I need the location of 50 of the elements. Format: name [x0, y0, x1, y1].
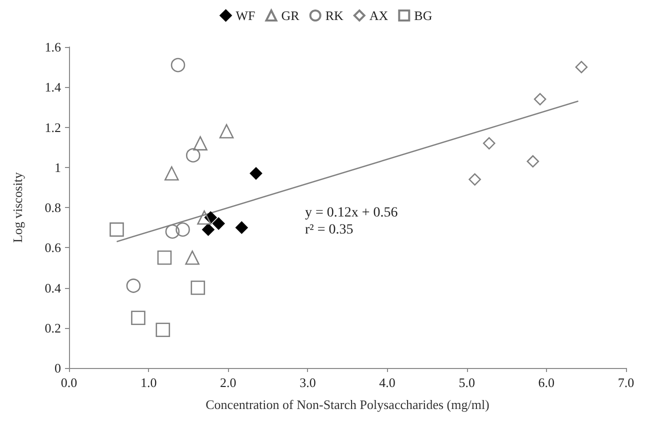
legend-label: GR — [281, 8, 300, 23]
y-tick-label: 0.8 — [44, 200, 61, 215]
x-tick-label: 5.0 — [458, 375, 475, 390]
point — [193, 136, 208, 150]
point — [219, 124, 234, 138]
y-tick-label: 0.6 — [44, 240, 62, 256]
y-tick-label: 1.4 — [44, 80, 62, 95]
x-tick-label: 3.0 — [300, 375, 316, 390]
point — [212, 217, 225, 230]
point — [236, 221, 248, 234]
x-axis-title: Concentration of Non-Starch Polysaccharides (mg/ml) — [206, 397, 490, 412]
point — [176, 222, 190, 237]
point — [197, 210, 212, 225]
y-tick-label: 0 — [54, 360, 61, 376]
point — [190, 280, 206, 295]
point — [482, 137, 496, 150]
point — [185, 250, 200, 265]
y-tick-label: 0.2 — [44, 320, 61, 336]
x-tick-label: 0.0 — [60, 375, 78, 390]
point — [202, 223, 214, 236]
point — [186, 148, 200, 162]
legend-label: BG — [414, 8, 432, 23]
point — [165, 224, 180, 239]
point — [575, 60, 588, 74]
point — [468, 173, 481, 186]
point — [534, 93, 546, 106]
point — [126, 278, 141, 293]
y-tick-label: 1.2 — [44, 120, 61, 135]
point — [110, 222, 124, 237]
x-tick-label: 7.0 — [618, 375, 634, 390]
point — [164, 166, 179, 181]
point — [170, 58, 186, 72]
legend-label: AX — [369, 8, 389, 23]
legend-label: RK — [325, 8, 344, 23]
y-axis-title: Log viscosity — [10, 172, 25, 243]
y-tick-label: 0.4 — [44, 280, 62, 296]
point — [131, 310, 146, 325]
annotation: r² = 0.35 — [305, 222, 354, 238]
annotation: y = 0.12x + 0.56 — [305, 206, 398, 220]
point — [250, 167, 262, 180]
point — [156, 322, 170, 338]
point — [526, 155, 540, 168]
x-tick-label: 2.0 — [220, 375, 236, 390]
legend-label: WF — [236, 8, 256, 23]
x-tick-label: 6.0 — [538, 375, 555, 390]
y-tick-label: 1 — [54, 160, 61, 175]
x-tick-label: 4.0 — [379, 375, 396, 390]
point — [157, 250, 172, 265]
y-tick-label: 1.6 — [44, 40, 62, 54]
x-tick-label: 1.0 — [140, 375, 157, 390]
